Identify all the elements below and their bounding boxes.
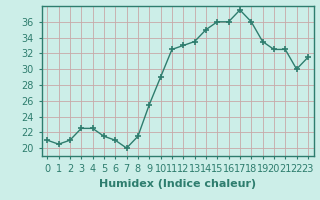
X-axis label: Humidex (Indice chaleur): Humidex (Indice chaleur) [99, 179, 256, 189]
